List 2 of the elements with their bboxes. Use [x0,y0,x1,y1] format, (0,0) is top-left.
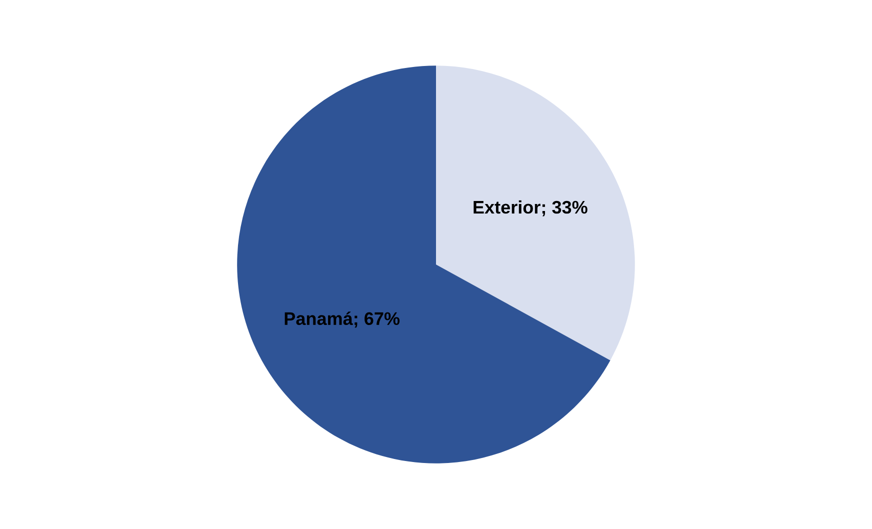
slice-label: Exterior; 33% [474,200,588,216]
slice-label: Panamá; 67% [284,312,400,328]
